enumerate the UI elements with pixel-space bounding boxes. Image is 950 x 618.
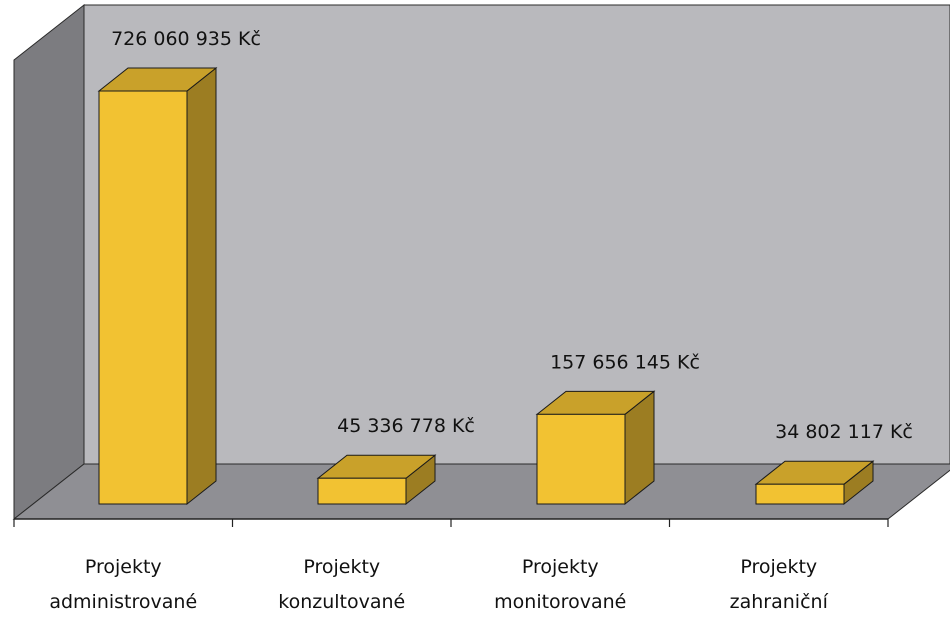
category-label: Projekty xyxy=(303,556,380,578)
category-label: administrované xyxy=(49,591,197,613)
bar xyxy=(316,454,437,506)
labels-layer: 726 060 935 Kč Projekty administrované 45 3… xyxy=(49,28,913,613)
chart-walls xyxy=(12,3,950,521)
data-label: 726 060 935 Kč xyxy=(111,28,261,50)
category-label: Projekty xyxy=(522,556,599,578)
bar-front xyxy=(755,483,845,505)
category-label: Projekty xyxy=(85,556,162,578)
bar-front xyxy=(317,477,407,505)
bars-layer xyxy=(97,66,875,506)
bar-front xyxy=(98,90,188,505)
category-axis xyxy=(13,518,889,527)
data-label: 34 802 117 Kč xyxy=(775,421,913,443)
bar-front xyxy=(536,413,626,505)
bar-side xyxy=(186,66,217,506)
category-label: Projekty xyxy=(740,556,817,578)
category-label: konzultované xyxy=(278,591,405,613)
side-wall xyxy=(13,3,85,521)
category-label: zahraniční xyxy=(730,591,829,613)
bar xyxy=(535,390,656,506)
data-label: 157 656 145 Kč xyxy=(550,351,700,373)
bar xyxy=(97,66,218,506)
bar xyxy=(754,460,875,506)
category-label: monitorované xyxy=(494,591,626,613)
data-label: 45 336 778 Kč xyxy=(337,415,475,437)
